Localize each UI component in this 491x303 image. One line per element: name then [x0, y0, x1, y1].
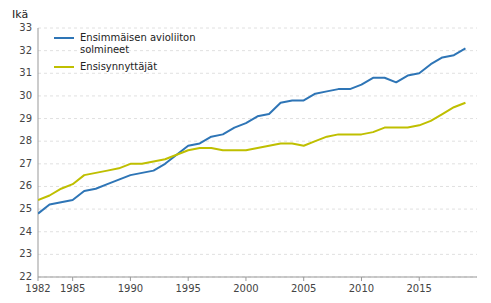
y-tick-label: 24 — [19, 226, 32, 237]
grid-line — [38, 118, 477, 119]
y-tick-label: 22 — [19, 271, 32, 282]
x-tick-label: 2015 — [407, 283, 432, 294]
x-tick-label: 1985 — [60, 283, 85, 294]
y-tick-label: 23 — [19, 248, 32, 259]
x-tick-label: 2000 — [233, 283, 258, 294]
x-tick-label: 2005 — [291, 283, 316, 294]
grid-line — [38, 209, 477, 210]
grid-line — [38, 254, 477, 255]
y-tick-label: 29 — [19, 113, 32, 124]
x-tick — [419, 277, 420, 281]
grid-line — [38, 95, 477, 96]
x-tick — [130, 277, 131, 281]
x-tick-label: 1982 — [25, 283, 50, 294]
y-tick-label: 26 — [19, 180, 32, 191]
x-tick — [38, 277, 39, 281]
y-tick-label: 25 — [19, 203, 32, 214]
x-tick — [188, 277, 189, 281]
legend: Ensimmäisen avioliitonsolmineet Ensisynny… — [54, 32, 196, 72]
x-tick — [361, 277, 362, 281]
y-axis-label: Ikä — [12, 8, 28, 21]
grid — [38, 28, 477, 277]
x-tick-label: 2010 — [349, 283, 374, 294]
x-tick — [245, 277, 246, 281]
legend-swatch — [54, 66, 74, 68]
x-tick — [72, 277, 73, 281]
background — [0, 0, 491, 303]
y-tick-label: 30 — [19, 90, 32, 101]
grid-line — [38, 141, 477, 142]
legend-swatch — [54, 37, 74, 39]
grid-line — [38, 28, 477, 29]
chart: 22 23 24 25 26 27 28 29 30 31 32 33 1982 1985 1990 1995… — [0, 0, 491, 303]
y-axis-line — [38, 28, 39, 277]
y-tick-label: 27 — [19, 158, 32, 169]
x-tick-label: 1995 — [175, 283, 200, 294]
line — [38, 103, 465, 200]
legend-label: Ensimmäisen avioliitonsolmineet — [80, 32, 196, 55]
y-tick-label: 32 — [19, 45, 32, 56]
y-tick-label: 31 — [19, 67, 32, 78]
grid-line — [38, 231, 477, 232]
x-axis-line — [38, 277, 477, 278]
y-tick-label: 33 — [19, 22, 32, 33]
x-tick — [303, 277, 304, 281]
line — [38, 48, 465, 213]
x-tick-label: 1990 — [118, 283, 143, 294]
grid-line — [38, 73, 477, 74]
y-tick-label: 28 — [19, 135, 32, 146]
plot-area — [38, 48, 465, 213]
grid-line — [38, 163, 477, 164]
axes: 22 23 24 25 26 27 28 29 30 31 32 33 1982 1985 1990 1995… — [19, 22, 477, 294]
legend-label: Ensisynnyttäjät — [80, 61, 157, 72]
grid-line — [38, 277, 477, 278]
